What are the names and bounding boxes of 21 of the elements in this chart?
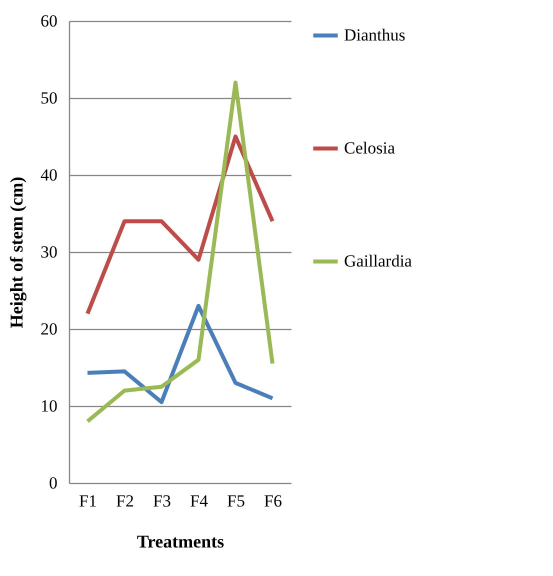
y-tick-label: 10 xyxy=(40,396,58,416)
y-tick-label: 50 xyxy=(40,88,58,108)
x-axis-title: Treatments xyxy=(136,532,224,552)
x-tick-label: F1 xyxy=(79,492,97,510)
legend-label: Gaillardia xyxy=(344,252,412,270)
y-axis-title: Height of stem (cm) xyxy=(6,176,26,328)
line-series xyxy=(86,304,274,404)
y-tick-label: 0 xyxy=(49,474,58,492)
line-series xyxy=(86,80,274,424)
line-series xyxy=(86,134,274,316)
legend-label: Celosia xyxy=(344,138,396,158)
legend-label: Dianthus xyxy=(344,26,406,44)
y-tick-label: 20 xyxy=(40,320,58,338)
y-tick-label: 60 xyxy=(40,12,58,30)
x-tick-label: F2 xyxy=(116,492,134,510)
x-tick-label: F4 xyxy=(190,492,208,510)
x-tick-label: F3 xyxy=(153,492,171,510)
y-tick-label: 40 xyxy=(40,166,58,184)
x-tick-label: F6 xyxy=(264,492,282,510)
x-tick-label: F5 xyxy=(227,492,245,510)
y-tick-label: 30 xyxy=(40,242,58,262)
